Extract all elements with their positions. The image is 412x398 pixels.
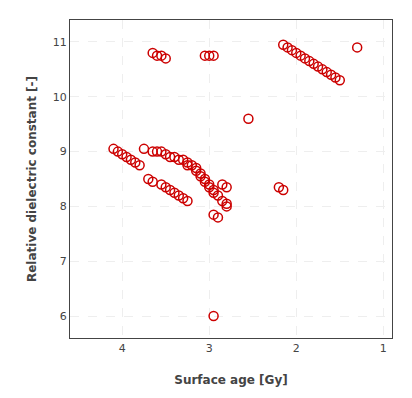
- svg-text:11: 11: [53, 36, 67, 49]
- svg-text:Relative dielectric constant [: Relative dielectric constant [-]: [25, 76, 39, 282]
- svg-text:8: 8: [60, 200, 67, 213]
- svg-text:2: 2: [293, 342, 300, 355]
- svg-text:6: 6: [60, 310, 67, 323]
- svg-text:4: 4: [119, 342, 126, 355]
- svg-text:9: 9: [60, 145, 67, 158]
- svg-text:10: 10: [53, 91, 67, 104]
- svg-text:3: 3: [206, 342, 213, 355]
- svg-text:7: 7: [60, 255, 67, 268]
- svg-text:Surface age [Gy]: Surface age [Gy]: [174, 373, 288, 387]
- svg-text:1: 1: [380, 342, 387, 355]
